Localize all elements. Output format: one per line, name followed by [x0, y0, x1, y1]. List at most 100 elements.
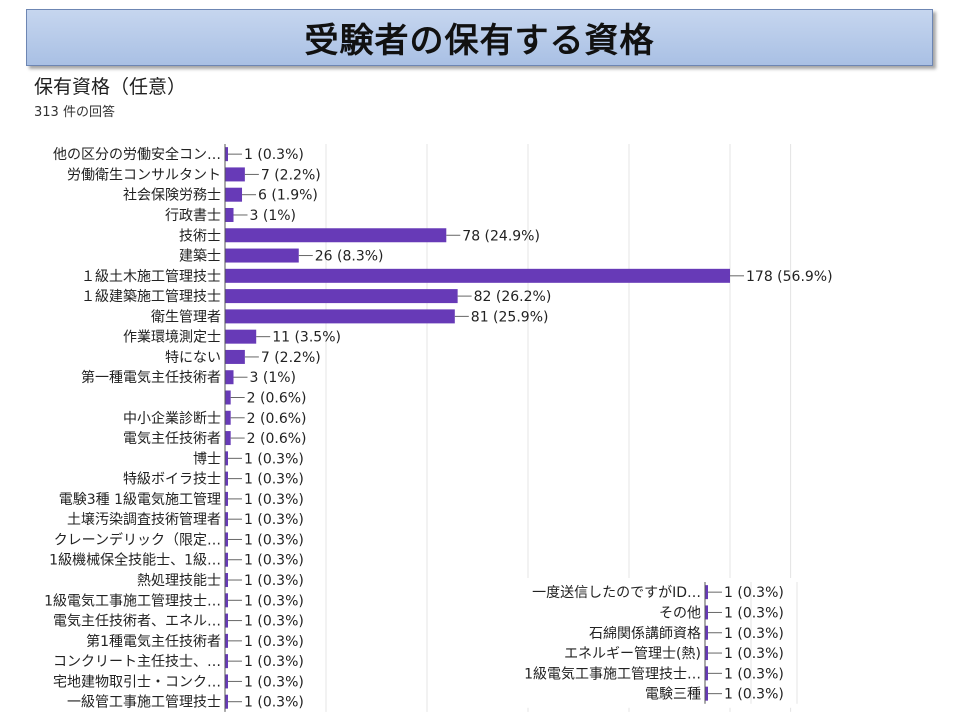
category-label-11: 第一種電気主任技術者 [81, 369, 221, 386]
category-label-20: 1級機械保全技能士、1級… [49, 552, 221, 569]
overlay-category-label-3: エネルギー管理士(熱) [564, 646, 701, 662]
bar-15 [225, 451, 228, 466]
bar-12 [225, 390, 231, 405]
bar-6 [225, 268, 730, 283]
overlay-category-label-1: その他 [659, 605, 701, 621]
value-label-14: 2 (0.6%) [247, 431, 307, 447]
bar-14 [225, 431, 231, 446]
bar-10 [225, 349, 245, 364]
bar-23 [225, 613, 228, 628]
category-label-15: 博士 [193, 450, 221, 467]
bar-7 [225, 289, 458, 304]
slide-title-banner: 受験者の保有する資格 [26, 9, 933, 66]
category-label-0: 他の区分の労働安全コン… [53, 146, 221, 163]
value-label-19: 1 (0.3%) [244, 532, 304, 548]
overlay-bar-1 [705, 605, 708, 620]
category-label-13: 中小企業診断士 [123, 410, 221, 427]
bar-8 [225, 309, 455, 324]
bar-1 [225, 167, 245, 182]
value-label-10: 7 (2.2%) [261, 350, 321, 366]
slide-title: 受験者の保有する資格 [304, 21, 655, 61]
bar-19 [225, 532, 228, 547]
overlay-value-label-5: 1 (0.3%) [724, 687, 784, 703]
value-label-2: 6 (1.9%) [258, 188, 318, 204]
overlay-bar-4 [705, 666, 708, 681]
category-label-23: 電気主任技術者、エネル… [53, 614, 221, 630]
overlay-value-label-3: 1 (0.3%) [724, 646, 784, 662]
bar-3 [225, 207, 234, 222]
value-label-20: 1 (0.3%) [244, 553, 304, 569]
value-label-12: 2 (0.6%) [247, 391, 307, 407]
overlay-value-label-2: 1 (0.3%) [724, 626, 784, 642]
overlay-category-label-4: 1級電気工事施工管理技士… [524, 666, 701, 682]
bar-13 [225, 410, 231, 425]
value-label-23: 1 (0.3%) [244, 614, 304, 630]
bar-5 [225, 248, 299, 263]
category-label-26: 宅地建物取引士・コンク… [53, 674, 221, 690]
value-label-17: 1 (0.3%) [244, 492, 304, 508]
category-label-3: 行政書士 [165, 208, 221, 224]
value-label-3: 3 (1%) [250, 208, 297, 224]
value-label-15: 1 (0.3%) [244, 451, 304, 467]
overlay-category-label-5: 電験三種 [645, 687, 701, 703]
category-label-25: コンクリート主任技士、… [53, 654, 221, 670]
value-label-22: 1 (0.3%) [244, 593, 304, 609]
value-label-18: 1 (0.3%) [244, 512, 304, 528]
bar-18 [225, 512, 228, 527]
value-label-24: 1 (0.3%) [244, 634, 304, 650]
value-label-4: 78 (24.9%) [462, 228, 540, 244]
value-label-0: 1 (0.3%) [244, 147, 304, 163]
category-label-22: 1級電気工事施工管理技士… [44, 593, 221, 609]
overlay-category-label-0: 一度送信したのですがID… [532, 585, 701, 601]
overlay-bar-0 [705, 585, 708, 600]
category-label-7: １級建築施工管理技士 [81, 289, 221, 305]
bar-11 [225, 370, 234, 385]
category-label-9: 作業環境測定士 [123, 330, 221, 346]
overlay-category-label-2: 石綿関係講師資格 [589, 626, 701, 642]
bar-25 [225, 654, 228, 669]
category-label-2: 社会保険労務士 [123, 188, 221, 204]
value-label-5: 26 (8.3%) [315, 249, 384, 265]
overlay-bar-2 [705, 625, 708, 640]
value-label-11: 3 (1%) [250, 370, 297, 386]
bar-4 [225, 228, 447, 243]
category-label-1: 労働衛生コンサルタント [67, 167, 221, 183]
value-label-9: 11 (3.5%) [272, 330, 341, 346]
category-label-14: 電気主任技術者 [123, 431, 221, 447]
value-label-13: 2 (0.6%) [247, 411, 307, 427]
bar-22 [225, 593, 228, 608]
value-label-21: 1 (0.3%) [244, 573, 304, 589]
category-label-27: 一級管工事施工管理技士 [67, 695, 221, 711]
bar-20 [225, 552, 228, 567]
bar-0 [225, 147, 228, 162]
bar-9 [225, 329, 257, 344]
value-label-7: 82 (26.2%) [474, 289, 552, 305]
category-label-10: 特にない [165, 350, 221, 366]
category-label-4: 技術士 [179, 228, 221, 244]
value-label-6: 178 (56.9%) [746, 269, 833, 285]
category-label-18: 土壌汚染調査技術管理者 [67, 512, 221, 528]
value-label-25: 1 (0.3%) [244, 654, 304, 670]
chart-title: 保有資格（任意） [34, 76, 187, 98]
value-label-8: 81 (25.9%) [471, 309, 549, 325]
value-label-26: 1 (0.3%) [244, 674, 304, 690]
bar-2 [225, 187, 243, 202]
category-label-24: 第1種電気主任技術者 [86, 633, 221, 650]
value-label-16: 1 (0.3%) [244, 472, 304, 488]
value-label-1: 7 (2.2%) [261, 167, 321, 183]
bar-24 [225, 633, 228, 648]
category-label-16: 特級ボイラ技士 [123, 472, 221, 488]
overlay-background [490, 578, 805, 708]
overlay-bar-5 [705, 686, 708, 701]
bar-21 [225, 573, 228, 588]
bar-17 [225, 491, 228, 506]
overlay-value-label-4: 1 (0.3%) [724, 666, 784, 682]
category-label-5: 建築士 [179, 249, 221, 265]
category-label-8: 衛生管理者 [151, 309, 221, 325]
value-label-27: 1 (0.3%) [244, 695, 304, 711]
category-label-19: クレーンデリック（限定… [54, 531, 221, 548]
overlay-value-label-1: 1 (0.3%) [724, 605, 784, 621]
overlay-bar-3 [705, 646, 708, 661]
overlay-value-label-0: 1 (0.3%) [724, 585, 784, 601]
